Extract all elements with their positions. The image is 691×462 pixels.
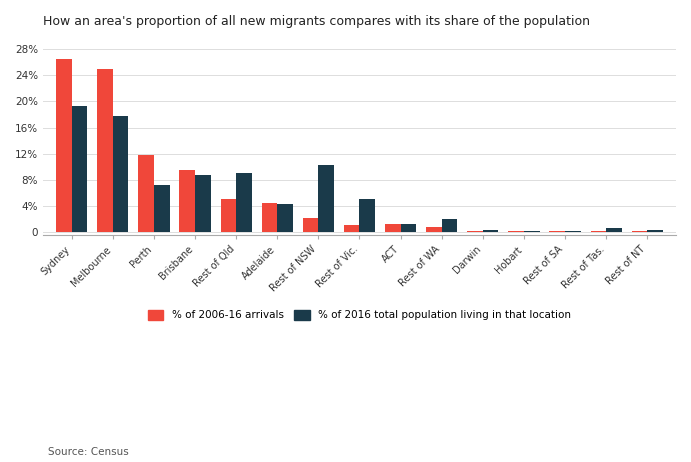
Bar	[344, 225, 359, 232]
Bar	[385, 224, 401, 232]
Bar	[426, 227, 442, 232]
Bar	[56, 59, 72, 232]
Bar	[138, 155, 154, 232]
Bar	[591, 231, 606, 232]
Bar	[549, 231, 565, 232]
Bar	[606, 228, 622, 232]
Bar	[565, 231, 580, 232]
Bar	[319, 165, 334, 232]
Bar	[401, 224, 416, 232]
Legend: % of 2006-16 arrivals, % of 2016 total population living in that location: % of 2006-16 arrivals, % of 2016 total p…	[142, 305, 576, 326]
Bar	[262, 203, 277, 232]
Bar	[236, 173, 252, 232]
Bar	[154, 185, 169, 232]
Bar	[524, 231, 540, 232]
Bar	[180, 170, 195, 232]
Bar	[647, 230, 663, 232]
Bar	[113, 116, 129, 232]
Text: Source: Census: Source: Census	[48, 447, 129, 457]
Bar	[220, 199, 236, 232]
Text: How an area's proportion of all new migrants compares with its share of the popu: How an area's proportion of all new migr…	[43, 15, 590, 28]
Bar	[303, 218, 319, 232]
Bar	[442, 219, 457, 232]
Bar	[632, 231, 647, 232]
Bar	[72, 106, 87, 232]
Bar	[359, 199, 375, 232]
Bar	[97, 69, 113, 232]
Bar	[467, 231, 483, 232]
Bar	[195, 175, 211, 232]
Bar	[277, 204, 293, 232]
Bar	[483, 230, 498, 232]
Bar	[509, 231, 524, 232]
